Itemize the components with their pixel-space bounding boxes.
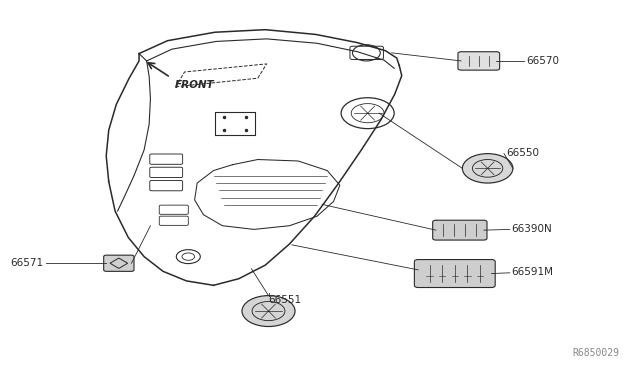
FancyBboxPatch shape xyxy=(414,260,495,288)
Text: 66390N: 66390N xyxy=(511,224,552,234)
Text: R6850029: R6850029 xyxy=(572,348,619,358)
FancyBboxPatch shape xyxy=(458,52,500,70)
Circle shape xyxy=(462,154,513,183)
Text: FRONT: FRONT xyxy=(175,80,214,90)
FancyBboxPatch shape xyxy=(104,255,134,271)
Text: 66550: 66550 xyxy=(507,148,540,158)
FancyBboxPatch shape xyxy=(433,220,487,240)
Text: 66591M: 66591M xyxy=(511,267,554,278)
Text: 66571: 66571 xyxy=(10,258,43,268)
Text: 66551: 66551 xyxy=(269,295,301,305)
Text: 66570: 66570 xyxy=(526,56,559,66)
Circle shape xyxy=(242,296,295,327)
